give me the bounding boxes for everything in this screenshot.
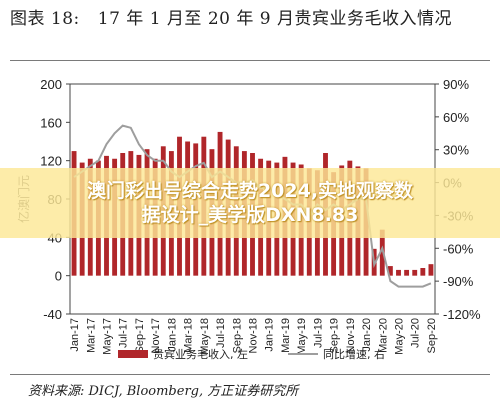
x-tick-label: Nov-19 bbox=[345, 318, 357, 353]
x-tick-label: Jul-19 bbox=[312, 318, 324, 348]
x-tick-label: Mar-17 bbox=[85, 318, 97, 353]
x-tick-label: Sep-17 bbox=[134, 318, 146, 353]
x-tick-label: Mar-20 bbox=[377, 318, 389, 353]
watermark-line-1: 澳门彩出号综合走势2024,实地观察数 bbox=[86, 180, 414, 202]
watermark-banner: 澳门彩出号综合走势2024,实地观察数 据设计_美学版DXN8.83 bbox=[0, 168, 500, 238]
x-tick-label: May-19 bbox=[296, 318, 308, 355]
x-tick-label: Mar-19 bbox=[280, 318, 292, 353]
y2-tick-label: 60% bbox=[443, 110, 469, 125]
x-tick-label: Jul-20 bbox=[410, 318, 422, 348]
figure-title: 图表 18: 17 年 1 月至 20 年 9 月贵宾业务毛收入情况 bbox=[10, 6, 490, 32]
watermark-line-2: 据设计_美学版DXN8.83 bbox=[141, 204, 359, 226]
source-note: 资料来源: DICJ, Bloomberg, 方正证券研究所 bbox=[28, 384, 299, 399]
legend-label-bar: 贵宾业务毛收入, 左 bbox=[153, 347, 248, 361]
x-tick-label: Jul-18 bbox=[215, 318, 227, 348]
y2-tick-label: -90% bbox=[443, 274, 474, 289]
figure-title-text: 17 年 1 月至 20 年 9 月贵宾业务毛收入情况 bbox=[97, 9, 452, 29]
y2-tick-label: -60% bbox=[443, 241, 474, 256]
bar bbox=[396, 269, 401, 276]
x-tick-label: Sep-20 bbox=[426, 318, 438, 353]
x-tick-label: Mar-18 bbox=[183, 318, 195, 353]
x-tick-label: Jul-17 bbox=[118, 318, 130, 348]
bar bbox=[412, 269, 418, 276]
y2-tick-label: 90% bbox=[443, 77, 469, 92]
legend-label-line: 同比增速, 右 bbox=[323, 347, 385, 361]
source-rule bbox=[10, 374, 490, 375]
y2-tick-label: 30% bbox=[443, 143, 469, 158]
y-tick-label: 0 bbox=[55, 269, 62, 284]
x-tick-label: Jan-18 bbox=[166, 318, 178, 352]
bar bbox=[387, 266, 393, 276]
y2-tick-label: -120% bbox=[443, 307, 481, 322]
y-tick-label: 200 bbox=[40, 77, 62, 92]
y-tick-label: 160 bbox=[40, 115, 62, 130]
y-tick-label: -40 bbox=[43, 307, 62, 322]
bar bbox=[420, 268, 426, 276]
x-tick-label: Sep-18 bbox=[231, 318, 243, 353]
x-tick-label: Jan-17 bbox=[69, 318, 81, 352]
bar bbox=[379, 229, 385, 276]
bar bbox=[428, 264, 434, 276]
x-tick-label: Jan-19 bbox=[264, 318, 276, 352]
x-tick-label: Nov-18 bbox=[248, 318, 260, 353]
x-tick-label: Nov-17 bbox=[150, 318, 162, 353]
legend-swatch-bar bbox=[118, 350, 148, 358]
x-tick-label: May-17 bbox=[102, 318, 114, 355]
x-tick-label: Jan-20 bbox=[361, 318, 373, 352]
x-tick-label: May-20 bbox=[394, 318, 406, 355]
title-rule bbox=[10, 60, 490, 61]
bar bbox=[404, 269, 410, 276]
x-tick-label: May-18 bbox=[199, 318, 211, 355]
x-tick-label: Sep-19 bbox=[329, 318, 341, 353]
figure-label: 图表 18: bbox=[10, 9, 80, 29]
y-tick-label: 120 bbox=[40, 154, 62, 169]
